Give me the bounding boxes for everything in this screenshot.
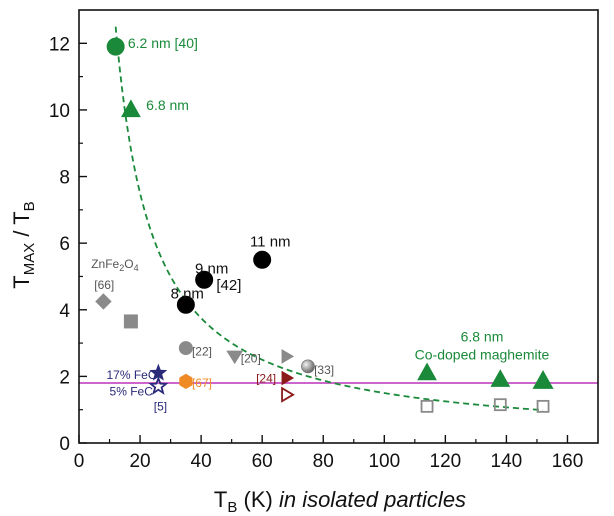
x-axis-title: TB (K) in isolated particles [214,487,466,516]
x-tick-label: 40 [191,451,212,472]
triangle-up-marker [532,370,554,389]
y-tick-label: 4 [59,301,70,322]
annotation-label: [33] [314,363,334,377]
sphere-marker [301,359,315,374]
annotation-label: 6.8 nm [146,97,189,113]
x-tick-label: 60 [252,451,273,472]
triangle-down-marker [226,350,244,365]
y-tick-label: 2 [59,367,70,388]
square-marker [493,398,507,412]
triangle-right-marker [281,349,295,364]
y-tick-label: 8 [59,168,70,189]
x-tick-label: 140 [491,451,523,472]
annotation-label: 5% FeC [110,385,154,399]
compound-label-znfe2o4: ZnFe2O4 [91,257,138,273]
annotation-label: 6.2 nm [40] [128,35,198,51]
marks-layer [95,37,554,413]
square-marker [536,399,550,413]
square-marker [123,314,138,329]
y-tick-label: 0 [59,434,70,455]
x-tick-label: 20 [129,451,150,472]
x-tick-label: 0 [74,451,85,472]
triangle-right-marker [281,386,295,403]
triangle-up-marker [121,99,141,118]
annotation-label: [20] [241,351,261,365]
annotation-label: [5] [154,400,167,414]
y-axis-title: TMAX / TB [9,201,38,288]
axis-layer: 0 20 40 60 80 100 120 140 160 0 2 4 6 8 10 12 [49,9,599,472]
y-tick-label: 6 [59,234,70,255]
x-tick-label: 80 [313,451,334,472]
circle-marker [178,341,193,356]
circle-marker [106,37,125,56]
square-marker [420,399,434,413]
x-tick-label: 160 [552,451,584,472]
triangle-up-marker [490,369,511,387]
hexagon-marker [179,373,193,389]
triangle-up-marker [417,362,437,381]
annotation-label: [66] [94,278,114,292]
annotation-label: [67] [192,376,212,390]
annotation-label: [22] [192,345,212,359]
y-tick-label: 10 [49,101,70,122]
triangle-up-marker [533,370,553,389]
circle-marker [253,250,272,269]
annotation-label: [24] [256,371,276,385]
annotation-label: 6.8 nm [461,328,504,344]
annotation-label: 9 nm [195,260,228,277]
plot-frame [78,9,599,444]
circle-marker [176,295,195,314]
annotation-label: 8 nm [171,285,204,302]
diamond-marker [95,293,112,310]
y-tick-label: 12 [49,34,70,55]
x-tick-label: 100 [368,451,400,472]
annotation-layer: 6.2 nm [40] 6.8 nm 8 nm 9 nm 11 nm [42] [66] [2… [94,35,549,413]
fit-curve [114,26,544,412]
annotation-label: Co-doped maghemite [415,347,550,363]
annotation-label: [42] [216,277,241,294]
annotation-label: 11 nm [250,234,291,251]
triangle-right-marker [281,370,295,386]
x-tick-label: 120 [430,451,462,472]
circle-marker [195,270,214,289]
star-marker [148,375,169,395]
annotation-label: 17% FeC [106,368,156,382]
